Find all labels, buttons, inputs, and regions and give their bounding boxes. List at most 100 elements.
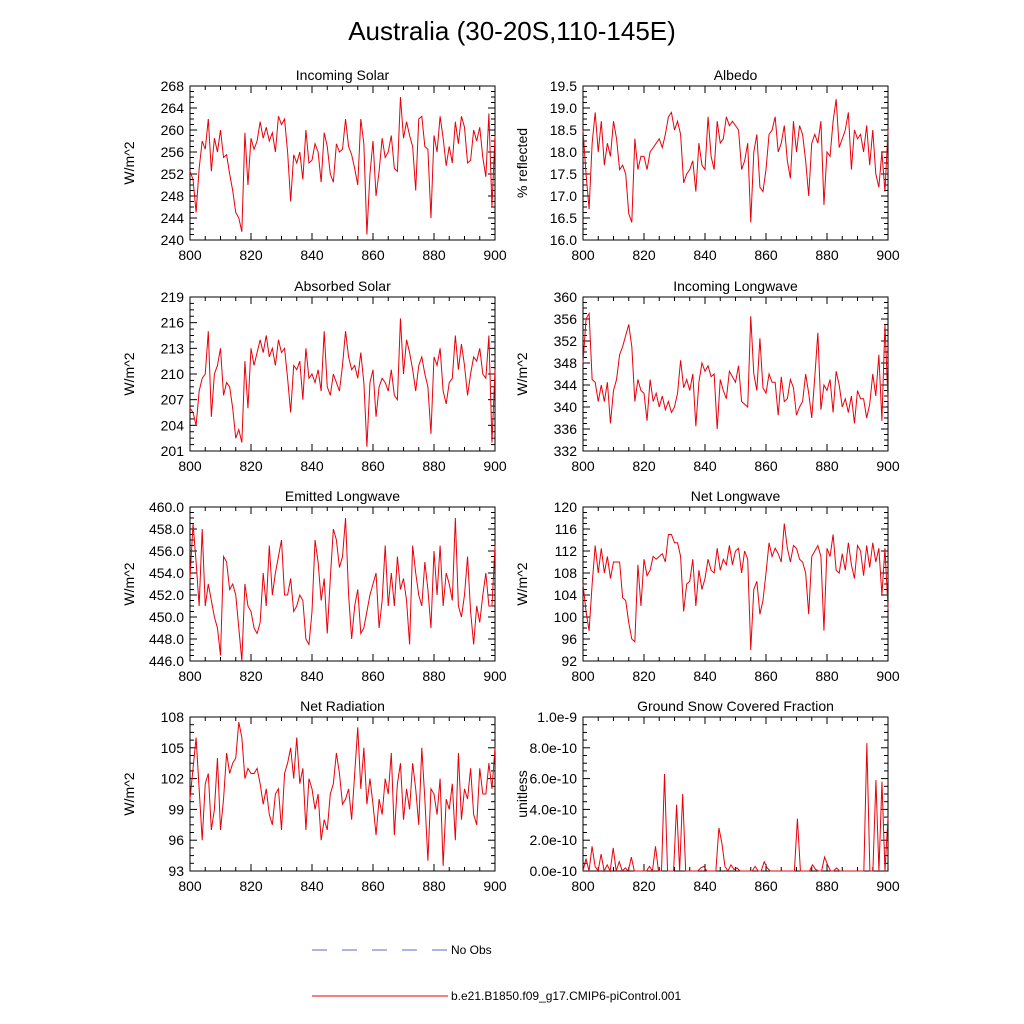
y-tick-label: 458.0 bbox=[149, 521, 184, 537]
x-tick-label: 900 bbox=[876, 878, 900, 894]
y-tick-label: 248 bbox=[161, 188, 185, 204]
x-tick-label: 800 bbox=[571, 878, 595, 894]
y-tick-label: 201 bbox=[161, 443, 185, 459]
y-tick-label: 96 bbox=[561, 631, 577, 647]
x-tick-label: 900 bbox=[483, 668, 507, 684]
panel-title: Net Radiation bbox=[300, 698, 385, 714]
series-line-albedo bbox=[582, 99, 889, 223]
x-tick-label: 880 bbox=[815, 878, 839, 894]
y-axis-label: % reflected bbox=[514, 128, 530, 198]
panel-title: Incoming Solar bbox=[296, 67, 390, 83]
y-tick-label: 100 bbox=[554, 609, 578, 625]
panel-albedo: Albedo % reflected 800 820 840 860 880 900 16.0 1… bbox=[514, 67, 900, 263]
y-tick-label: 216 bbox=[161, 315, 185, 331]
panel-title: Net Longwave bbox=[691, 488, 781, 504]
panel-title: Incoming Longwave bbox=[673, 278, 798, 294]
x-tick-label: 800 bbox=[178, 458, 202, 474]
panel-absorbed-solar: Absorbed Solar W/m^2 800 820 840 860 880 900 201… bbox=[121, 278, 507, 474]
plot-frame bbox=[582, 296, 889, 452]
x-tick-label: 860 bbox=[361, 878, 385, 894]
y-axis-label: W/m^2 bbox=[121, 772, 137, 815]
x-tick-label: 840 bbox=[300, 878, 324, 894]
panel-title: Ground Snow Covered Fraction bbox=[637, 698, 834, 714]
x-tick-label: 860 bbox=[754, 668, 778, 684]
x-tick-label: 820 bbox=[239, 458, 263, 474]
x-tick-label: 900 bbox=[483, 247, 507, 263]
x-tick-label: 880 bbox=[422, 668, 446, 684]
series-line-ground-snow-covered-fraction bbox=[582, 743, 889, 873]
x-tick-label: 840 bbox=[693, 247, 717, 263]
x-tick-label: 860 bbox=[754, 878, 778, 894]
y-tick-label: 452.0 bbox=[149, 587, 184, 603]
y-tick-label: 6.0e-10 bbox=[530, 771, 578, 787]
y-tick-label: 264 bbox=[161, 100, 185, 116]
y-tick-label: 240 bbox=[161, 232, 185, 248]
y-tick-label: 446.0 bbox=[149, 653, 184, 669]
panel-emitted-longwave: Emitted Longwave W/m^2 800 820 840 860 880 900 4… bbox=[121, 488, 507, 684]
y-tick-label: 19.0 bbox=[550, 100, 577, 116]
x-tick-label: 820 bbox=[632, 458, 656, 474]
y-tick-label: 4.0e-10 bbox=[530, 801, 578, 817]
legend-entry-model: b.e21.B1850.f09_g17.CMIP6-piControl.001 bbox=[312, 989, 681, 1003]
y-axis-label: W/m^2 bbox=[514, 352, 530, 395]
plot-frame bbox=[189, 296, 496, 452]
series-line-emitted-longwave bbox=[189, 517, 496, 662]
y-axis-label: W/m^2 bbox=[514, 562, 530, 605]
legend-label-no-obs: No Obs bbox=[451, 943, 492, 957]
x-tick-label: 800 bbox=[178, 247, 202, 263]
y-tick-label: 448.0 bbox=[149, 631, 184, 647]
y-tick-label: 93 bbox=[168, 863, 184, 879]
x-tick-label: 880 bbox=[422, 878, 446, 894]
plot-frame bbox=[189, 85, 496, 241]
legend: No Obs b.e21.B1850.f09_g17.CMIP6-piContr… bbox=[312, 943, 681, 1003]
x-tick-label: 880 bbox=[815, 247, 839, 263]
y-tick-label: 120 bbox=[554, 499, 578, 515]
y-axis-label: W/m^2 bbox=[121, 352, 137, 395]
y-tick-label: 204 bbox=[161, 417, 185, 433]
y-axis-label: W/m^2 bbox=[121, 141, 137, 184]
y-tick-label: 19.5 bbox=[550, 78, 577, 94]
x-tick-label: 820 bbox=[632, 668, 656, 684]
x-tick-label: 840 bbox=[693, 878, 717, 894]
y-tick-label: 450.0 bbox=[149, 609, 184, 625]
x-tick-label: 900 bbox=[876, 458, 900, 474]
x-tick-label: 900 bbox=[876, 668, 900, 684]
x-tick-label: 860 bbox=[754, 458, 778, 474]
y-tick-label: 336 bbox=[554, 421, 578, 437]
plot-frame bbox=[582, 85, 889, 241]
x-tick-label: 880 bbox=[815, 458, 839, 474]
y-tick-label: 244 bbox=[161, 210, 185, 226]
y-tick-label: 213 bbox=[161, 340, 185, 356]
x-tick-label: 820 bbox=[632, 878, 656, 894]
y-tick-label: 456.0 bbox=[149, 543, 184, 559]
y-tick-label: 268 bbox=[161, 78, 185, 94]
x-tick-label: 820 bbox=[632, 247, 656, 263]
panel-title: Absorbed Solar bbox=[294, 278, 391, 294]
panel-incoming-longwave: Incoming Longwave W/m^2 800 820 840 860 880 900… bbox=[514, 278, 900, 474]
y-tick-label: 104 bbox=[554, 587, 578, 603]
y-axis-label: W/m^2 bbox=[121, 562, 137, 605]
x-tick-label: 900 bbox=[483, 878, 507, 894]
y-tick-label: 96 bbox=[168, 832, 184, 848]
y-tick-label: 332 bbox=[554, 443, 578, 459]
x-tick-label: 900 bbox=[876, 247, 900, 263]
y-axis-label: unitless bbox=[514, 770, 530, 817]
panel-net-radiation: Net Radiation W/m^2 800 820 840 860 880 900 93 96… bbox=[121, 698, 507, 894]
x-tick-label: 860 bbox=[754, 247, 778, 263]
y-tick-label: 18.0 bbox=[550, 144, 577, 160]
y-tick-label: 256 bbox=[161, 144, 185, 160]
y-tick-label: 0.0e-10 bbox=[530, 863, 578, 879]
x-tick-label: 800 bbox=[571, 458, 595, 474]
plot-frame bbox=[189, 716, 496, 872]
y-tick-label: 92 bbox=[561, 653, 577, 669]
y-tick-label: 460.0 bbox=[149, 499, 184, 515]
x-tick-label: 800 bbox=[571, 668, 595, 684]
x-tick-label: 820 bbox=[239, 668, 263, 684]
x-tick-label: 860 bbox=[361, 668, 385, 684]
panel-title: Albedo bbox=[714, 67, 758, 83]
y-tick-label: 8.0e-10 bbox=[530, 740, 578, 756]
y-tick-label: 105 bbox=[161, 740, 185, 756]
plot-frame bbox=[582, 506, 889, 662]
series-line-net-radiation bbox=[189, 722, 496, 866]
y-tick-label: 99 bbox=[168, 801, 184, 817]
